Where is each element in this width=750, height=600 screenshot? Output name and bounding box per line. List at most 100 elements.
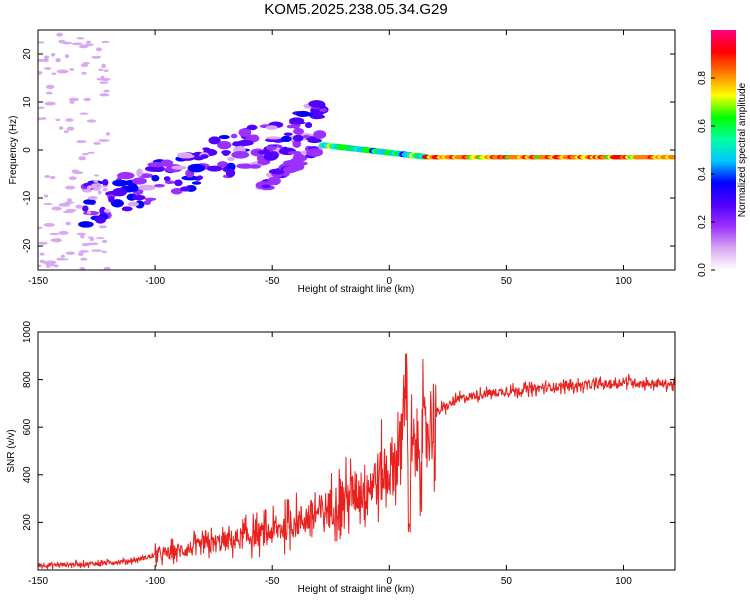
y-tick-label: 400: [22, 466, 33, 483]
band-blob: [174, 179, 183, 187]
noise-blob: [58, 126, 64, 130]
band-blob: [194, 177, 201, 181]
band-blob: [302, 135, 311, 139]
noise-blob: [60, 254, 66, 258]
band-blob: [282, 165, 300, 173]
noise-blob: [72, 171, 84, 175]
noise-blob: [79, 267, 86, 270]
noise-blob: [69, 68, 75, 71]
band-blob: [144, 165, 163, 172]
noise-blob: [49, 232, 60, 236]
band-blob: [261, 184, 271, 189]
chart-title: KOM5.2025.238.05.34.G29: [264, 1, 448, 18]
x-tick-label: -50: [265, 576, 280, 587]
band-blob: [256, 154, 265, 163]
band-blob: [291, 161, 308, 166]
noise-blob: [93, 174, 100, 177]
noise-blob: [53, 264, 59, 268]
band-blob: [163, 176, 171, 182]
noise-blob: [38, 41, 45, 44]
band-blob: [138, 184, 156, 191]
noise-blob: [76, 232, 87, 236]
band-blob: [191, 181, 202, 185]
noise-blob: [43, 202, 53, 205]
noise-blob: [66, 126, 75, 131]
snr-y-ticks: 200 400 600 800 1000: [22, 320, 675, 531]
x-tick-label: 50: [501, 276, 513, 287]
band-blob: [246, 124, 258, 131]
noise-blob: [58, 39, 66, 44]
noise-blob: [97, 190, 102, 195]
noise-blob: [103, 208, 111, 213]
spectrogram-heatmap: [38, 32, 675, 270]
noise-blob: [41, 260, 54, 265]
noise-blob: [42, 58, 49, 63]
y-tick-label: 800: [22, 371, 33, 388]
band-blob: [306, 148, 324, 157]
noise-blob: [65, 185, 76, 190]
band-blob: [292, 139, 302, 149]
noise-blob: [81, 189, 92, 193]
noise-blob: [65, 118, 74, 122]
band-blob: [171, 165, 187, 170]
noise-blob: [76, 140, 87, 144]
noise-blob: [45, 84, 55, 90]
band-blob: [94, 216, 107, 224]
band-blob: [127, 201, 140, 207]
band-blob: [319, 108, 328, 112]
band-blob: [288, 121, 306, 125]
noise-blob: [101, 239, 108, 243]
spectrogram-x-label: Height of straight line (km): [298, 284, 415, 295]
band-blob: [131, 184, 139, 192]
y-tick-label: 10: [22, 96, 33, 108]
band-blob: [267, 176, 281, 186]
noise-blob: [68, 97, 80, 102]
band-blob: [257, 150, 271, 155]
noise-blob: [83, 97, 91, 102]
colorbar-tick-label: 0.4: [697, 167, 708, 181]
noise-blob: [87, 185, 92, 190]
snr-y-label: SNR (v/v): [6, 429, 17, 472]
noise-blob: [67, 198, 72, 202]
band-blob: [143, 200, 151, 206]
noise-blob: [98, 139, 110, 142]
x-tick-label: 0: [387, 276, 393, 287]
x-tick-label: 100: [615, 276, 632, 287]
noise-blob: [84, 43, 94, 47]
noise-blob: [98, 68, 104, 72]
noise-blob: [51, 206, 62, 211]
band-blob: [187, 163, 206, 173]
noise-blob: [51, 52, 56, 57]
noise-blob: [87, 236, 94, 239]
y-tick-label: -20: [22, 238, 33, 253]
noise-blob: [65, 251, 75, 255]
noise-blob: [54, 238, 61, 243]
noise-blob: [38, 241, 48, 245]
line-segment: [667, 155, 675, 160]
noise-blob: [85, 40, 91, 44]
noise-blob: [78, 156, 87, 161]
colorbar-label: Normalized spectral amplitude: [737, 82, 748, 217]
band-blob: [208, 136, 221, 145]
x-tick-label: -50: [265, 276, 280, 287]
band-blob: [217, 161, 229, 168]
band-blob: [102, 179, 109, 186]
noise-blob: [82, 62, 91, 65]
noise-blob: [95, 237, 105, 240]
band-blob: [293, 127, 305, 135]
noise-blob: [44, 101, 56, 106]
noise-blob: [80, 63, 89, 67]
colorbar: 0.0 0.2 0.4 0.6 0.8 Normalized spectral ampl…: [697, 30, 748, 277]
band-blob: [313, 130, 327, 139]
noise-blob: [68, 176, 77, 181]
band-blob: [250, 137, 257, 141]
band-blob: [263, 152, 278, 161]
band-blob: [266, 145, 277, 151]
band-blob: [230, 133, 238, 139]
noise-blob: [38, 226, 43, 229]
noise-blob: [90, 249, 103, 252]
noise-blob: [93, 180, 98, 183]
band-blob: [293, 153, 304, 159]
noise-blob: [105, 132, 110, 136]
